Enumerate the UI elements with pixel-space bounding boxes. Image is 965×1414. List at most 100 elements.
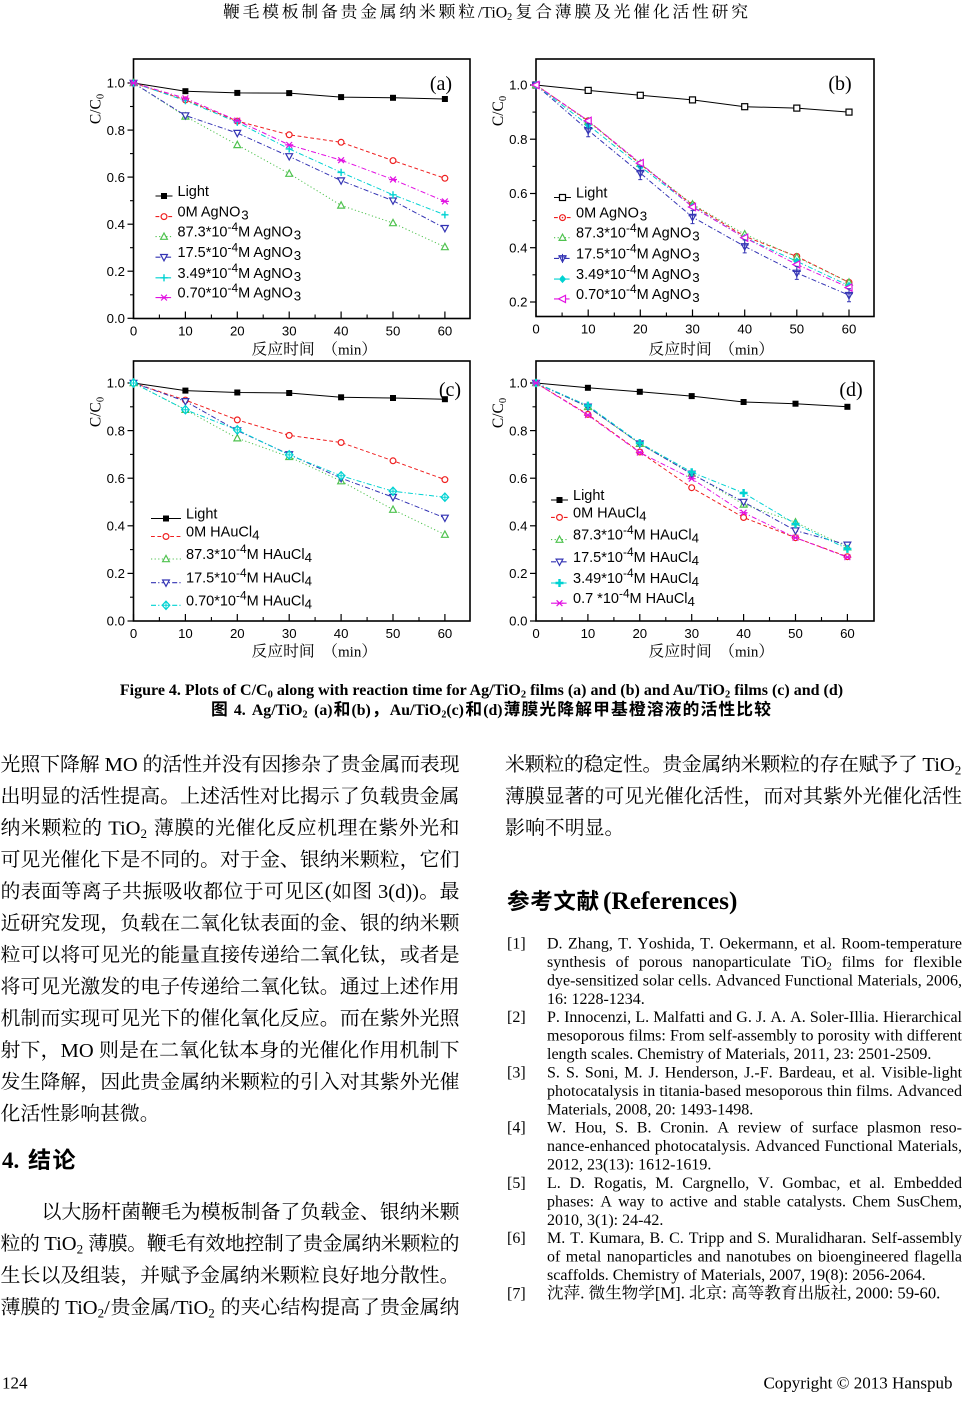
svg-text:40: 40 — [334, 324, 349, 339]
svg-text:phases: A way to active and st: phases: A way to active and stable catal… — [547, 1193, 962, 1210]
svg-text:40: 40 — [334, 626, 349, 641]
svg-text:Figure 4. Plots of C/C0 along: Figure 4. Plots of C/C0 along with react… — [120, 682, 843, 701]
svg-text:dye-sensitized solar cells. Ad: dye-sensitized solar cells. Advanced Fun… — [547, 972, 962, 989]
svg-text:-4: -4 — [236, 566, 247, 580]
svg-text:/TiO2: /TiO2 — [478, 5, 512, 24]
svg-text:-4: -4 — [626, 242, 637, 256]
svg-text:Light: Light — [178, 184, 209, 200]
svg-text:3: 3 — [692, 270, 699, 285]
svg-text:0: 0 — [532, 626, 539, 641]
svg-text:0: 0 — [130, 626, 137, 641]
svg-text:0.0: 0.0 — [107, 311, 125, 326]
svg-text:10: 10 — [581, 626, 596, 641]
svg-text:10: 10 — [178, 626, 193, 641]
svg-text:4: 4 — [252, 528, 259, 543]
svg-text:40: 40 — [737, 322, 752, 337]
svg-text:(d): (d) — [483, 702, 502, 719]
svg-text:3: 3 — [294, 289, 301, 304]
svg-text:0.7 *10: 0.7 *10 — [573, 591, 619, 607]
svg-text:M AgNO: M AgNO — [637, 246, 692, 262]
svg-text:TiO2/: TiO2/ — [65, 1297, 110, 1321]
svg-text:60: 60 — [438, 324, 453, 339]
svg-text:, 2000: 59-60.: , 2000: 59-60. — [847, 1284, 940, 1303]
svg-text:min: min — [338, 645, 362, 661]
svg-text:-4: -4 — [626, 262, 637, 276]
svg-text:of metal nanoparticles and nan: of metal nanoparticles and nanotubes on … — [547, 1249, 962, 1266]
svg-text:0.6: 0.6 — [509, 186, 527, 201]
svg-text:0.2: 0.2 — [107, 264, 125, 279]
svg-text:87.3*10: 87.3*10 — [186, 547, 236, 563]
svg-text:0.0: 0.0 — [107, 614, 125, 629]
svg-text:C/C0: C/C0 — [88, 397, 107, 427]
svg-text:87.3*10: 87.3*10 — [576, 226, 626, 242]
svg-text:M HAuCl: M HAuCl — [634, 571, 692, 587]
svg-text:17.5*10: 17.5*10 — [178, 245, 228, 261]
svg-text:1.0: 1.0 — [509, 376, 527, 391]
svg-text:[6]: [6] — [507, 1230, 526, 1247]
svg-text:20: 20 — [632, 626, 647, 641]
svg-text:0.6: 0.6 — [107, 170, 125, 185]
svg-text:C/C0: C/C0 — [88, 94, 107, 124]
svg-text:0.8: 0.8 — [107, 423, 125, 438]
svg-text:4: 4 — [639, 508, 646, 523]
svg-text:-4: -4 — [228, 220, 239, 234]
svg-text:4: 4 — [692, 553, 699, 568]
svg-text:20: 20 — [230, 324, 245, 339]
svg-text:3(d)): 3(d)) — [378, 881, 419, 903]
svg-text:0.4: 0.4 — [107, 217, 125, 232]
svg-text:30: 30 — [685, 322, 700, 337]
svg-text:4.: 4. — [234, 702, 246, 719]
svg-text:3: 3 — [692, 229, 699, 244]
svg-text:/TiO2: /TiO2 — [170, 1297, 215, 1321]
svg-text:min: min — [338, 343, 362, 359]
svg-text:3.49*10: 3.49*10 — [178, 266, 228, 282]
svg-text:0.2: 0.2 — [509, 295, 527, 310]
svg-text:.: . — [580, 1284, 584, 1303]
svg-text:0.8: 0.8 — [509, 423, 527, 438]
svg-text:synthesis of porous nanopartic: synthesis of porous nanoparticulate TiO2… — [547, 954, 962, 973]
svg-text:87.3*10: 87.3*10 — [573, 528, 623, 544]
svg-text:4: 4 — [688, 594, 695, 609]
svg-text:mesoporous films: From self-as: mesoporous films: From self-assembly to … — [547, 1028, 963, 1045]
svg-text:0.4: 0.4 — [509, 519, 527, 534]
svg-text:-4: -4 — [619, 586, 630, 600]
svg-text:50: 50 — [788, 626, 803, 641]
svg-text:0.4: 0.4 — [509, 240, 527, 255]
svg-text:-4: -4 — [228, 281, 239, 295]
svg-text:20: 20 — [230, 626, 245, 641]
svg-text:-4: -4 — [228, 240, 239, 254]
svg-text:0.2: 0.2 — [509, 566, 527, 581]
svg-text:MO: MO — [61, 1040, 94, 1062]
svg-text:0.6: 0.6 — [509, 471, 527, 486]
svg-text:-4: -4 — [623, 545, 634, 559]
svg-text:TiO2: TiO2 — [108, 818, 147, 842]
svg-text:50: 50 — [386, 626, 401, 641]
svg-text:-4: -4 — [236, 542, 247, 556]
svg-text:[3]: [3] — [507, 1064, 526, 1081]
svg-text:min: min — [735, 645, 759, 661]
svg-text:0.0: 0.0 — [509, 614, 527, 629]
svg-text:(a): (a) — [430, 73, 452, 95]
svg-text:MO: MO — [105, 754, 138, 776]
svg-text:17.5*10: 17.5*10 — [576, 246, 626, 262]
svg-text:scaffolds. Chemistry of Materi: scaffolds. Chemistry of Materials, 2007,… — [547, 1267, 926, 1284]
svg-text:30: 30 — [282, 324, 297, 339]
svg-text:Au/TiO2(c): Au/TiO2(c) — [390, 702, 464, 721]
svg-text:0.4: 0.4 — [107, 519, 125, 534]
svg-text:(a): (a) — [314, 702, 332, 719]
svg-text:0.70*10: 0.70*10 — [178, 286, 228, 302]
svg-text:S. S. Soni, M. J. Henderson, J: S. S. Soni, M. J. Henderson, J.-F. Barde… — [547, 1064, 963, 1081]
svg-text:(b): (b) — [352, 702, 371, 719]
svg-text:1.0: 1.0 — [107, 76, 125, 91]
svg-text:M HAuCl: M HAuCl — [247, 571, 305, 587]
svg-text:min: min — [735, 343, 759, 359]
svg-text:20: 20 — [633, 322, 648, 337]
svg-text:3: 3 — [294, 269, 301, 284]
svg-text:(b): (b) — [828, 73, 851, 95]
svg-text:length scales. Chemistry of Ma: length scales. Chemistry of Materials, 2… — [547, 1046, 931, 1063]
svg-text:[5]: [5] — [507, 1175, 526, 1192]
svg-text:124: 124 — [2, 1374, 28, 1393]
svg-text:-4: -4 — [236, 589, 247, 603]
svg-text:4: 4 — [305, 596, 312, 611]
svg-text:[4]: [4] — [507, 1120, 526, 1137]
